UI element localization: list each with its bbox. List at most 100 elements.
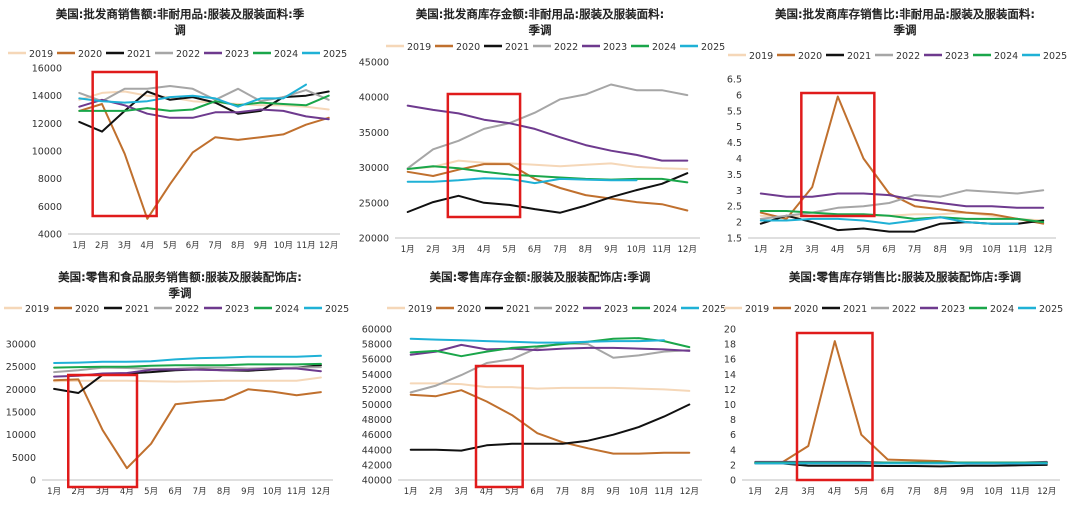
x-tick-label: 6月 bbox=[881, 487, 895, 497]
x-tick-label: 11月 bbox=[1008, 245, 1027, 255]
x-tick-label: 10月 bbox=[274, 241, 293, 251]
legend-label-2022: 2022 bbox=[896, 51, 920, 62]
x-tick-label: 1月 bbox=[401, 245, 415, 255]
x-tick-label: 2月 bbox=[95, 241, 109, 251]
legend-label-2019: 2019 bbox=[25, 304, 49, 315]
y-tick-label: 25000 bbox=[6, 362, 36, 373]
x-tick-label: 8月 bbox=[934, 487, 948, 497]
legend-label-2021: 2021 bbox=[125, 304, 149, 315]
series-line-2024 bbox=[53, 362, 322, 369]
legend-label-2024: 2024 bbox=[990, 304, 1014, 315]
x-tick-label: 1月 bbox=[47, 487, 61, 497]
series-line-2021 bbox=[406, 172, 689, 214]
y-tick-label: 10000 bbox=[32, 147, 62, 158]
y-tick-label: 5 bbox=[736, 122, 742, 133]
legend-label-2025: 2025 bbox=[1043, 51, 1067, 62]
y-tick-label: 46000 bbox=[362, 430, 392, 441]
x-tick-label: 12月 bbox=[1037, 487, 1056, 497]
x-tick-label: 9月 bbox=[241, 487, 255, 497]
x-tick-label: 7月 bbox=[553, 245, 567, 255]
x-tick-label: 12月 bbox=[680, 487, 699, 497]
x-tick-label: 1月 bbox=[404, 487, 418, 497]
x-tick-label: 7月 bbox=[556, 487, 570, 497]
y-tick-label: 30000 bbox=[6, 340, 36, 351]
x-tick-label: 4月 bbox=[831, 245, 845, 255]
series-line-2025 bbox=[78, 83, 307, 108]
y-tick-label: 50000 bbox=[362, 400, 392, 411]
x-tick-label: 2月 bbox=[780, 245, 794, 255]
chart-title: 美国:批发商销售额:非耐用品:服装及服装面料:季 bbox=[56, 7, 305, 21]
series-line-2020 bbox=[78, 103, 330, 220]
series-line-2020 bbox=[53, 378, 322, 470]
legend-label-2025: 2025 bbox=[1039, 304, 1063, 315]
x-tick-label: 8月 bbox=[579, 245, 593, 255]
legend-label-2022: 2022 bbox=[175, 304, 199, 315]
x-tick-label: 5月 bbox=[502, 245, 516, 255]
y-tick-label: 2 bbox=[736, 218, 742, 229]
series-line-2025 bbox=[409, 337, 665, 344]
y-tick-label: 4 bbox=[730, 445, 736, 456]
y-tick-label: 8000 bbox=[38, 174, 62, 185]
y-tick-label: 4 bbox=[736, 154, 742, 165]
legend-label-2023: 2023 bbox=[604, 304, 628, 315]
y-tick-label: 40000 bbox=[359, 93, 389, 104]
legend-label-2020: 2020 bbox=[794, 304, 818, 315]
highlight-box bbox=[67, 373, 139, 489]
highlight-box bbox=[800, 91, 876, 218]
chart-panel-4: 美国:零售和食品服务销售额:服装及服装配饰店: 季调 2019 2020 2021 202… bbox=[4, 270, 349, 497]
y-tick-label: 56000 bbox=[362, 355, 392, 366]
x-tick-label: 10月 bbox=[984, 487, 1003, 497]
y-tick-label: 30000 bbox=[359, 163, 389, 174]
x-tick-label: 12月 bbox=[319, 241, 338, 251]
legend-label-2023: 2023 bbox=[603, 42, 627, 53]
x-tick-label: 7月 bbox=[208, 241, 222, 251]
series-line-2020 bbox=[409, 389, 691, 455]
legend-label-2019: 2019 bbox=[745, 304, 769, 315]
chart-title: 美国:零售库存销售比:服装及服装配饰店:季调 bbox=[789, 270, 1021, 284]
x-tick-label: 1月 bbox=[748, 487, 762, 497]
y-tick-label: 5000 bbox=[12, 453, 36, 464]
legend-label-2024: 2024 bbox=[275, 304, 299, 315]
legend-label-2025: 2025 bbox=[323, 49, 347, 60]
x-tick-label: 6月 bbox=[168, 487, 182, 497]
legend-label-2022: 2022 bbox=[554, 42, 578, 53]
y-tick-label: 0 bbox=[30, 476, 36, 487]
series-line-2024 bbox=[759, 210, 1045, 224]
y-tick-label: 4.5 bbox=[727, 138, 742, 149]
y-tick-label: 6 bbox=[736, 90, 742, 101]
series-line-2021 bbox=[409, 403, 691, 452]
x-tick-label: 5月 bbox=[505, 487, 519, 497]
x-tick-label: 12月 bbox=[1034, 245, 1053, 255]
series-line-2024 bbox=[409, 337, 691, 358]
y-tick-label: 10000 bbox=[6, 430, 36, 441]
x-tick-label: 10月 bbox=[263, 487, 282, 497]
legend-label-2025: 2025 bbox=[325, 304, 349, 315]
y-tick-label: 4000 bbox=[38, 230, 62, 241]
x-tick-label: 3月 bbox=[452, 245, 466, 255]
chart-panel-3: 美国:批发商库存销售比:非耐用品:服装及服装面料: 季调 2019 2020 2021 2… bbox=[727, 7, 1067, 255]
legend-label-2025: 2025 bbox=[702, 304, 726, 315]
x-tick-label: 9月 bbox=[606, 487, 620, 497]
y-tick-label: 2.5 bbox=[727, 202, 742, 213]
chart-title: 季调 bbox=[168, 286, 192, 300]
x-tick-label: 6月 bbox=[530, 487, 544, 497]
y-tick-label: 15000 bbox=[6, 408, 36, 419]
x-tick-label: 7月 bbox=[193, 487, 207, 497]
legend-label-2019: 2019 bbox=[408, 304, 432, 315]
x-tick-label: 11月 bbox=[652, 245, 671, 255]
x-tick-label: 2月 bbox=[775, 487, 789, 497]
series-line-2020 bbox=[754, 340, 1048, 465]
y-tick-label: 16000 bbox=[32, 64, 62, 75]
legend-label-2025: 2025 bbox=[701, 42, 725, 53]
legend-label-2020: 2020 bbox=[457, 304, 481, 315]
chart-panel-1: 美国:批发商销售额:非耐用品:服装及服装面料:季调 2019 2020 2021 202… bbox=[8, 7, 347, 251]
legend-label-2023: 2023 bbox=[225, 49, 249, 60]
x-tick-label: 5月 bbox=[144, 487, 158, 497]
x-tick-label: 3月 bbox=[96, 487, 110, 497]
y-tick-label: 45000 bbox=[359, 58, 389, 69]
x-tick-label: 11月 bbox=[296, 241, 315, 251]
y-tick-label: 14000 bbox=[32, 91, 62, 102]
